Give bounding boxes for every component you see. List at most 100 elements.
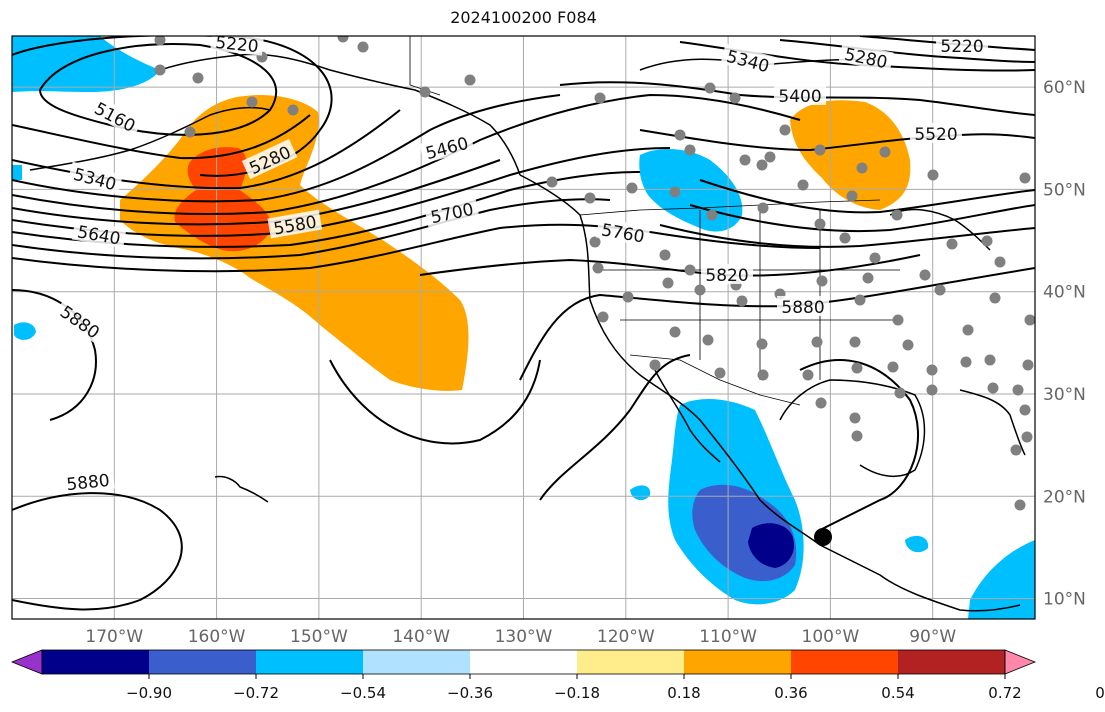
contour-label-text: 5880 — [66, 471, 111, 495]
station-dot — [736, 295, 748, 307]
coastline-west-north-america — [519, 174, 1021, 612]
station-dot — [589, 236, 601, 248]
contour-5880-pacific-loop — [539, 354, 691, 501]
station-dot — [1019, 404, 1031, 416]
station-dot — [546, 176, 558, 188]
station-dot — [962, 324, 974, 336]
station-dot — [287, 104, 299, 116]
contour-5700-east — [659, 224, 1035, 248]
contour-5280-west — [12, 114, 311, 160]
station-dot — [154, 36, 166, 46]
coastline-hawaii — [214, 475, 269, 503]
station-dot — [756, 159, 768, 171]
station-dot — [902, 339, 914, 351]
station-dot — [764, 151, 776, 163]
station-dot — [592, 262, 604, 274]
contour-5880-east — [519, 267, 1035, 381]
station-dot — [815, 397, 827, 409]
station-dot — [739, 154, 751, 166]
contour-label-backdrop — [701, 264, 753, 284]
contour-label-backdrop — [777, 296, 829, 316]
longitude-tick-label: 160°W — [188, 627, 246, 647]
station-dot — [987, 382, 999, 394]
colorbar-tick-label: −0.90 — [126, 684, 172, 702]
station-dot — [1012, 384, 1024, 396]
station-dot — [757, 202, 769, 214]
contour-label: 5880 — [60, 468, 115, 495]
station-dot — [1010, 444, 1022, 456]
contour-label-backdrop — [210, 36, 265, 56]
station-dot — [946, 238, 958, 250]
contour-label: 5820 — [701, 264, 753, 286]
cyan-anomaly-rockies — [639, 148, 743, 232]
contour-label-text: 5520 — [914, 125, 957, 145]
station-dot — [626, 182, 638, 194]
contour-label-text: 5820 — [705, 266, 748, 286]
contour-label: 5880 — [777, 296, 829, 318]
contour-label-backdrop — [424, 196, 480, 228]
station-dot — [891, 209, 903, 221]
station-dot — [669, 186, 681, 198]
contour-label-backdrop — [67, 161, 123, 195]
station-dot — [729, 92, 741, 104]
station-dot — [779, 124, 791, 136]
station-dot — [1022, 359, 1034, 371]
station-dot — [839, 232, 851, 244]
contour-label-backdrop — [936, 36, 988, 55]
station-dot — [184, 126, 196, 138]
station-dot — [981, 235, 993, 247]
station-dot — [662, 277, 674, 289]
station-dot — [851, 430, 863, 442]
station-dot — [989, 292, 1001, 304]
station-dot — [597, 311, 609, 323]
contour-5640-east — [689, 204, 1035, 233]
station-dot — [879, 146, 891, 158]
station-dot — [814, 144, 826, 156]
contour-label: 5520 — [910, 123, 962, 145]
station-dot — [659, 249, 671, 261]
colorbar — [10, 649, 1037, 675]
contour-label-backdrop — [60, 468, 115, 494]
station-dot — [706, 209, 718, 221]
station-dot — [622, 291, 634, 303]
station-dot — [757, 369, 769, 381]
latitude-tick-label: 20°N — [1043, 487, 1086, 507]
longitude-tick-label: 140°W — [392, 627, 450, 647]
longitude-tick-label: 100°W — [802, 627, 860, 647]
station-dot — [154, 64, 166, 76]
colorbar-extend-high — [1004, 649, 1037, 675]
station-dot — [934, 284, 946, 296]
colorbar-tick-label: −0.72 — [233, 684, 279, 702]
contour-5760 — [12, 223, 821, 273]
station-dot — [704, 82, 716, 94]
station-dot — [1024, 314, 1035, 326]
cyan-anomaly-small-3 — [14, 322, 36, 340]
station-dot — [192, 72, 204, 84]
station-dot — [854, 294, 866, 306]
longitude-tick-label: 130°W — [495, 627, 553, 647]
contour-5580-east — [699, 179, 1035, 214]
colorbar-segment — [470, 650, 577, 674]
orange-anomaly-east — [790, 100, 911, 210]
station-dot — [464, 74, 476, 86]
contour-5880-mid — [329, 359, 541, 445]
border-us-mexico — [629, 354, 801, 406]
colorbar-outline — [41, 649, 1006, 675]
contour-label: 5580 — [267, 209, 323, 240]
contour-5880-mexico-loop — [799, 359, 919, 531]
dark-blue-anomaly-mexico — [748, 523, 795, 568]
station-dot — [849, 336, 861, 348]
contour-label-backdrop — [838, 41, 894, 73]
station-dot — [584, 192, 596, 204]
contour-label-text: 5880 — [781, 298, 824, 318]
colorbar-tick-label: −0.36 — [447, 684, 493, 702]
contour-label-backdrop — [241, 139, 298, 180]
colorbar-tick-label: 0.18 — [667, 684, 700, 702]
coastline-alaska — [159, 53, 521, 176]
station-dot — [892, 314, 904, 326]
station-dot — [684, 264, 696, 276]
contour-label-backdrop — [71, 219, 127, 249]
contour-5640 — [12, 171, 641, 248]
station-dot — [816, 275, 828, 287]
border-canada-us — [579, 199, 881, 216]
